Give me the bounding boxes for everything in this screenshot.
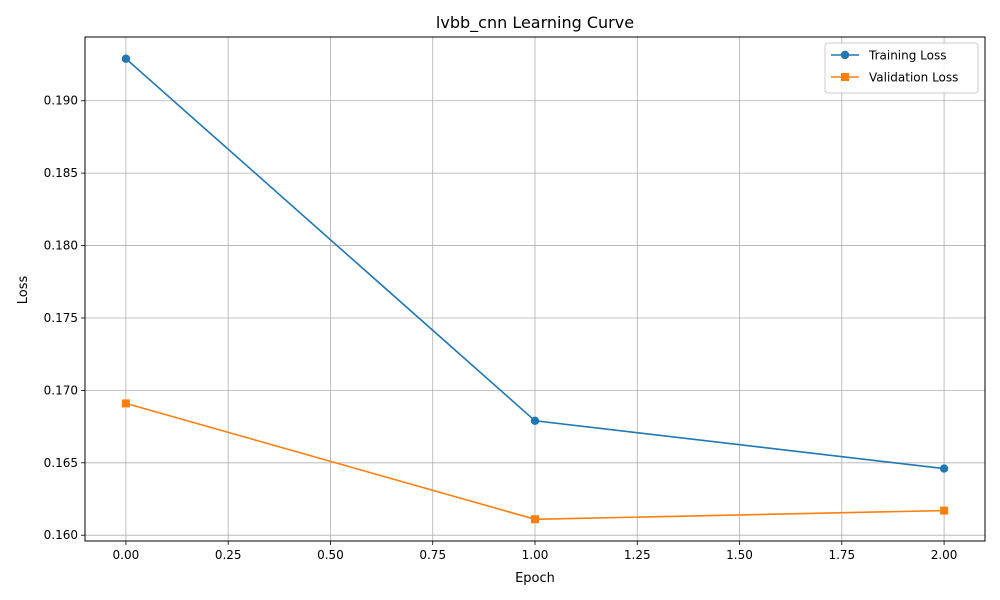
legend-marker (840, 50, 850, 60)
x-axis: 0.00 0.25 0.50 0.75 1.00 1.25 1.50 1.75 2.00 (113, 541, 958, 562)
x-tick-label: 2.00 (931, 548, 958, 562)
x-tick-label: 0.25 (215, 548, 242, 562)
y-tick-label: 0.170 (44, 383, 78, 397)
data-point (939, 464, 949, 473)
data-point (121, 399, 130, 408)
chart-title: lvbb_cnn Learning Curve (436, 13, 634, 33)
legend-marker (841, 73, 849, 81)
legend-label: Validation Loss (869, 71, 958, 85)
y-axis: 0.160 0.165 0.170 0.175 0.180 0.185 0.190 (44, 94, 85, 542)
y-tick-label: 0.185 (44, 166, 78, 180)
series-training-loss (121, 54, 949, 473)
y-tick-label: 0.175 (44, 311, 78, 325)
y-tick-label: 0.180 (44, 239, 78, 253)
x-axis-label: Epoch (515, 571, 555, 586)
x-tick-label: 0.50 (317, 548, 344, 562)
legend-frame (824, 42, 979, 94)
y-tick-label: 0.160 (44, 528, 78, 542)
y-axis-label: Loss (16, 276, 31, 305)
legend-label: Training Loss (868, 49, 946, 63)
data-point (531, 515, 539, 524)
y-tick-label: 0.190 (44, 94, 78, 108)
data-point (530, 416, 540, 425)
data-point (121, 54, 131, 63)
legend-item: Training Loss (831, 49, 946, 63)
x-tick-label: 0.75 (419, 548, 446, 562)
y-tick-label: 0.165 (44, 456, 78, 470)
legend: Training Loss Validation Loss (824, 42, 979, 94)
series-validation-loss (121, 399, 949, 524)
x-tick-label: 1.75 (828, 548, 855, 562)
data-point (940, 506, 949, 515)
grid (85, 37, 985, 541)
x-tick-label: 1.50 (726, 548, 753, 562)
x-tick-label: 0.00 (113, 548, 140, 562)
x-tick-label: 1.25 (624, 548, 651, 562)
x-tick-label: 1.00 (522, 548, 549, 562)
series-layer (121, 54, 949, 524)
legend-item: Validation Loss (831, 71, 958, 85)
